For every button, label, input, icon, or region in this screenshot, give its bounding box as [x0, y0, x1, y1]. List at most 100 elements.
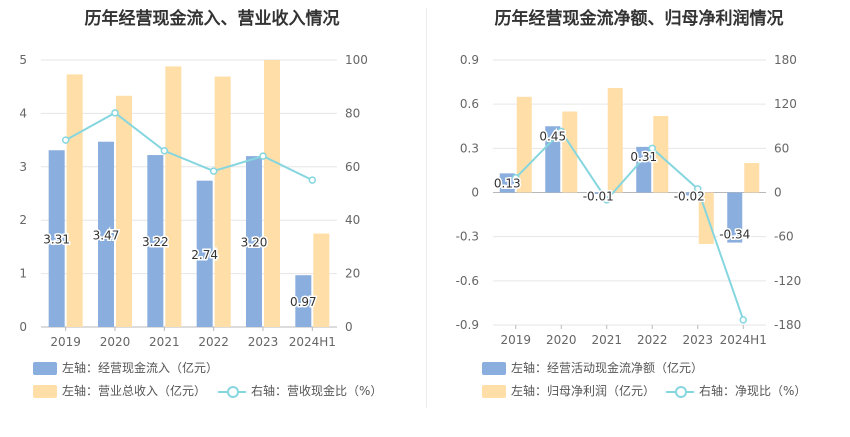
x-axis-tick-label: 2019 — [500, 333, 531, 347]
bar-revenue — [313, 233, 330, 327]
bar-revenue — [264, 60, 280, 327]
bar-revenue — [66, 74, 83, 327]
bar-data-label: 3.47 — [93, 228, 120, 242]
bar-revenue — [516, 96, 532, 193]
bar-cashflow — [48, 150, 65, 327]
bar-data-label: 0.31 — [630, 150, 657, 164]
x-axis-tick-label: 2021 — [149, 335, 180, 349]
bar-cashflow — [590, 192, 606, 194]
bar-data-label: -0.34 — [719, 228, 750, 242]
ratio-point — [648, 144, 656, 153]
chart-panel-right: 历年经营现金流净额、归母净利润情况 -0.9 -0.6 -0.3 0 0.3 0.6 0.9… — [428, 0, 850, 437]
right-axis-tick-label: -120 — [774, 274, 801, 288]
left-axis-tick-label: 0.6 — [460, 97, 479, 111]
left-axis-tick-label: -0.6 — [456, 274, 479, 288]
x-axis-tick-label: 2023 — [682, 333, 713, 347]
legend-swatch — [666, 385, 694, 398]
ratio-point — [259, 152, 267, 160]
bar-data-label: 0.45 — [539, 129, 566, 143]
left-axis-tick-label: 0.3 — [460, 141, 479, 155]
bar-cashflow — [196, 180, 213, 327]
legend-label: 右轴：营收现金比（%） — [251, 384, 383, 398]
divider — [426, 8, 427, 408]
legend-item[interactable]: 左轴：经营现金流入（亿元） — [33, 360, 218, 376]
legend-item[interactable]: 左轴：经营活动现金流净额（亿元） — [482, 360, 703, 376]
right-axis-tick-label: -180 — [774, 318, 801, 332]
ratio-point — [209, 167, 218, 175]
bar-data-label: 3.31 — [43, 233, 70, 247]
x-axis-tick-label: 2021 — [591, 333, 622, 347]
right-axis-tick-label: 120 — [774, 97, 797, 111]
left-axis-tick-label: 0 — [471, 186, 479, 200]
left-axis-tick-label: 5 — [19, 53, 27, 67]
legend-label: 右轴：净现比（%） — [699, 384, 807, 398]
ratio-point — [739, 316, 747, 324]
legend-swatch — [33, 362, 57, 375]
left-axis-tick-label: 3 — [19, 160, 27, 174]
ratio-point — [61, 136, 70, 144]
ratio-point — [557, 127, 565, 136]
bar-cashflow — [681, 192, 697, 196]
right-axis-tick-label: 0 — [774, 186, 782, 200]
bar-data-label: 3.22 — [142, 235, 169, 249]
bar-data-label: -0.01 — [583, 190, 614, 204]
bar-cashflow — [636, 146, 652, 193]
legend-swatch — [33, 385, 57, 398]
bar-revenue — [562, 111, 578, 193]
bar-revenue — [653, 115, 669, 193]
ratio-point — [111, 109, 119, 117]
right-axis-tick-label: 60 — [345, 160, 360, 174]
x-axis-tick-label: 2023 — [248, 335, 279, 349]
legend-item[interactable]: 右轴：营收现金比（%） — [218, 383, 382, 399]
bar-revenue — [214, 76, 231, 327]
ratio-line — [515, 129, 745, 321]
x-axis-tick-label: 2024H1 — [289, 335, 336, 349]
bar-cashflow — [98, 141, 114, 327]
left-axis-tick-label: -0.9 — [456, 318, 479, 332]
bar-cashflow — [246, 156, 262, 327]
right-axis-tick-label: 180 — [774, 53, 797, 67]
bar-data-label: 2.74 — [191, 248, 218, 262]
left-axis-tick-label: 0.9 — [460, 53, 479, 67]
legend-label: 左轴：经营活动现金流净额（亿元） — [511, 361, 704, 375]
chart-svg: -0.9 -0.6 -0.3 0 0.3 0.6 0.9 -180 -120 -60 0 60 120 1… — [456, 53, 802, 347]
left-axis-tick-label: 4 — [19, 106, 27, 120]
legend-item[interactable]: 右轴：净现比（%） — [666, 383, 806, 399]
x-axis-tick-label: 2020 — [546, 333, 577, 347]
ratio-point — [308, 176, 317, 184]
legend-item[interactable]: 左轴：归母净利润（亿元） — [482, 383, 655, 399]
right-axis-tick-label: 80 — [345, 106, 360, 120]
bar-cashflow — [727, 192, 743, 243]
bar-cashflow — [499, 173, 515, 193]
chart-title: 历年经营现金流净额、归母净利润情况 — [494, 9, 784, 29]
right-axis-tick-label: 40 — [345, 213, 360, 227]
bar-revenue — [116, 95, 132, 327]
x-axis-tick-label: 2022 — [637, 333, 668, 347]
legend-swatch — [218, 385, 246, 398]
ratio-point — [160, 147, 169, 155]
legend-swatch — [482, 385, 506, 398]
legend-label: 左轴：营业总收入（亿元） — [62, 384, 207, 398]
chart-panel-left: 历年经营现金流入、营业收入情况 0 1 2 3 4 5 0 20 40 60 80 100 3.31 3.… — [0, 0, 424, 437]
x-axis-tick-label: 2019 — [50, 335, 81, 349]
bar-revenue — [744, 163, 760, 193]
legend-label: 左轴：归母净利润（亿元） — [511, 384, 656, 398]
left-axis-tick-label: 0 — [19, 320, 27, 334]
ratio-point — [694, 185, 702, 193]
right-axis-tick-label: -60 — [774, 230, 794, 244]
bar-cashflow — [147, 155, 164, 327]
bar-data-label: 3.20 — [241, 236, 268, 250]
legend-swatch — [482, 362, 506, 375]
x-axis-tick-label: 2020 — [100, 335, 131, 349]
legend-label: 左轴：经营现金流入（亿元） — [62, 361, 219, 375]
bar-data-label: 0.97 — [290, 295, 317, 309]
legend-item[interactable]: 左轴：营业总收入（亿元） — [33, 383, 206, 399]
left-axis-tick-label: 1 — [19, 267, 27, 281]
left-axis-tick-label: 2 — [19, 213, 27, 227]
chart-title: 历年经营现金流入、营业收入情况 — [84, 9, 340, 29]
ratio-point — [603, 196, 611, 204]
right-axis-tick-label: 20 — [345, 267, 360, 281]
ratio-point — [512, 174, 520, 182]
bar-cashflow — [295, 275, 312, 327]
right-axis-tick-label: 0 — [345, 320, 353, 334]
